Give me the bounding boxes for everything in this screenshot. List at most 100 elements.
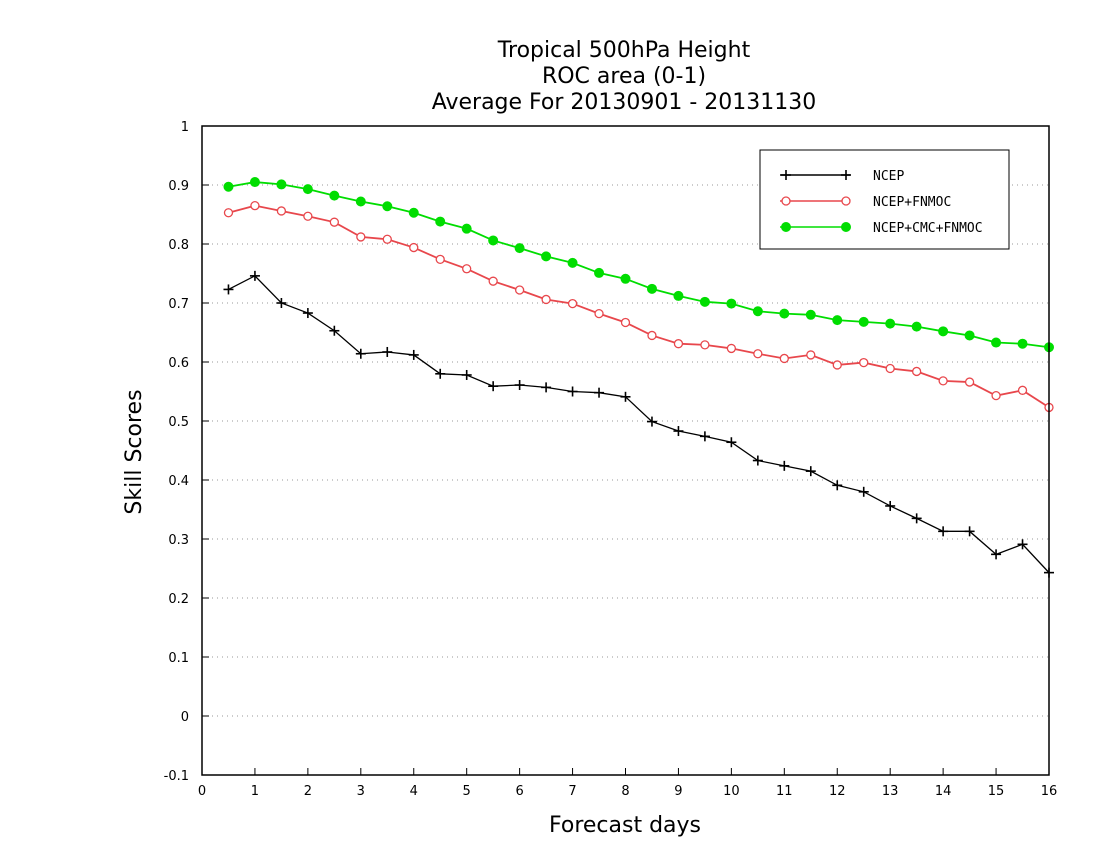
data-point [991,337,1002,348]
title-line-3: Average For 20130901 - 20131130 [432,90,817,115]
data-point [991,549,1002,560]
data-point [541,382,552,393]
data-point [1017,539,1028,550]
y-tick-label: 0 [181,710,189,725]
data-point [223,181,234,192]
x-tick-label: 1 [251,784,259,799]
data-point [276,298,287,308]
legend-marker [841,170,851,180]
data-point [329,217,339,227]
series-ncep-cmc-fnmoc [223,177,1054,353]
data-point [832,360,842,370]
data-point [673,290,684,301]
data-point [541,294,551,305]
data-point [938,326,949,337]
data-point [938,526,949,537]
y-tick-label: 0.4 [168,474,189,489]
data-point [435,368,446,379]
data-point [461,223,472,234]
data-point [488,276,498,286]
data-point [779,353,789,364]
x-tick-label: 0 [198,784,206,799]
title-line-1: Tropical 500hPa Height [497,38,751,63]
x-tick-label: 13 [882,784,899,799]
data-point [302,308,313,319]
data-point [752,455,763,466]
legend-label: NCEP+CMC+FNMOC [873,221,983,236]
data-point [779,308,790,319]
data-point [673,426,684,437]
data-point [646,283,657,294]
series-line [228,275,1050,574]
x-tick-label: 3 [357,784,365,799]
data-point [514,285,525,295]
x-tick-label: 2 [304,784,312,799]
legend-marker [841,222,851,232]
data-point [488,381,499,392]
legend-marker [781,222,791,232]
data-point [858,316,869,327]
data-point [779,460,790,471]
x-tick-label: 4 [410,784,418,799]
data-point [409,242,419,253]
data-point [567,386,578,397]
legend-item: NCEP+CMC+FNMOC [780,221,983,236]
data-point [329,325,340,336]
series-ncep [223,270,1054,578]
data-point [832,315,843,326]
data-point [567,298,578,309]
y-tick-label: -0.1 [164,769,189,784]
data-point [408,349,419,360]
data-point [462,264,472,274]
y-tick-label: 0.8 [168,238,189,253]
x-tick-label: 7 [568,784,576,799]
legend-item: NCEP [780,169,904,184]
data-point [911,513,922,524]
data-point [356,232,366,242]
data-point [514,380,525,391]
data-point [488,235,499,246]
data-point [964,330,975,341]
data-point [382,234,392,244]
data-point [223,208,234,218]
data-point [567,257,578,268]
data-point [276,179,287,190]
y-tick-label: 0.9 [168,179,189,194]
y-tick-label: 1 [181,120,189,135]
series-ncep-fnmoc [223,200,1054,413]
y-tick-label: 0.6 [168,356,189,371]
x-tick-label: 14 [935,784,952,799]
x-axis-label: Forecast days [549,813,701,838]
data-point [726,298,737,309]
x-tick-label: 8 [621,784,629,799]
x-tick-label: 6 [515,784,523,799]
y-tick-label: 0.5 [168,415,189,430]
data-point [911,321,922,332]
y-tick-label: 0.1 [168,651,189,666]
data-point [302,184,313,195]
data-point [753,349,763,359]
data-point [964,377,975,387]
data-point [858,486,869,497]
data-point [1017,385,1028,395]
data-point [646,416,657,427]
data-point [726,437,737,448]
x-tick-label: 11 [776,784,793,799]
x-tick-label: 12 [829,784,846,799]
data-point [249,270,260,281]
data-point [885,318,896,329]
data-point [912,366,922,377]
legend-marker [841,196,851,206]
data-point [249,177,260,188]
data-point [382,346,393,357]
x-tick-label: 15 [988,784,1005,799]
data-point [726,343,737,354]
legend-label: NCEP [873,169,904,184]
legend-box [759,149,1010,250]
data-point [620,391,631,402]
data-point [461,369,472,380]
x-tick-label: 9 [674,784,682,799]
y-axis-ticks: -0.1 0 0.1 0.2 0.3 0.4 0.5 0.6 0.7 0.8 0.9 1 [164,120,209,784]
